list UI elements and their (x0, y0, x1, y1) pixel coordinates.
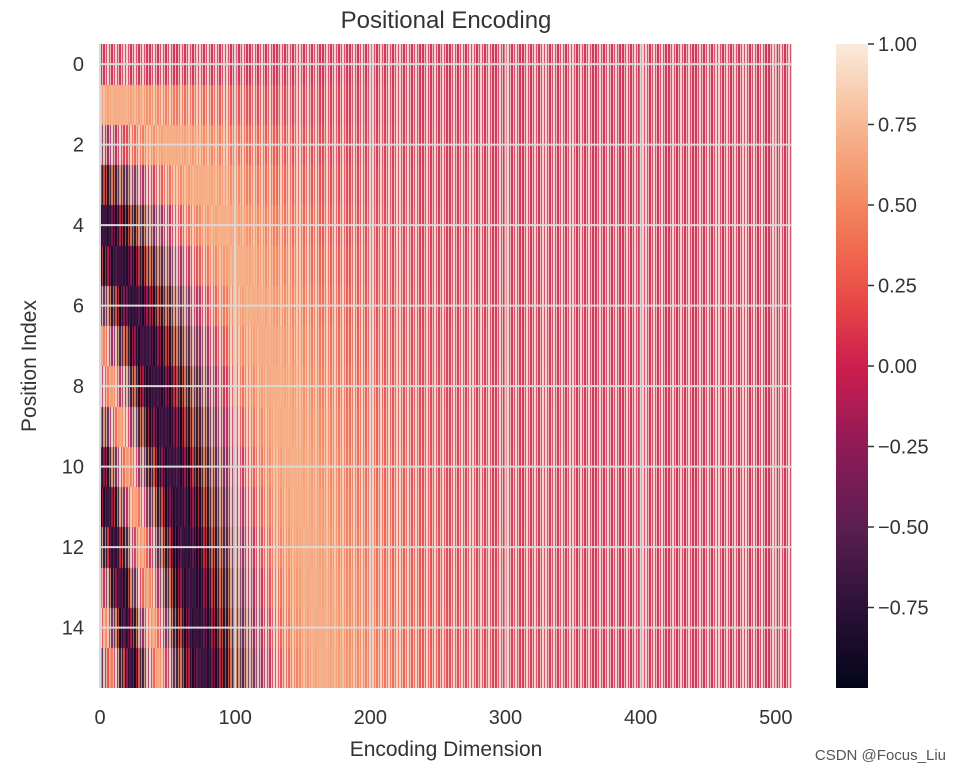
x-tick-label: 200 (354, 707, 387, 729)
y-tick-label: 10 (62, 457, 84, 479)
x-axis-label: Encoding Dimension (350, 738, 543, 761)
x-tick-label: 400 (624, 707, 657, 729)
colorbar-tick-label: 0.50 (878, 195, 917, 217)
x-tick-label: 300 (489, 707, 522, 729)
colorbar-gradient (836, 44, 868, 688)
y-axis-label: Position Index (18, 300, 41, 432)
colorbar-tick-label: −0.25 (878, 437, 929, 459)
grid-lines (99, 44, 792, 688)
y-tick-label: 4 (73, 215, 84, 237)
x-tick-label: 500 (759, 707, 792, 729)
colorbar-tick-label: −0.75 (878, 598, 929, 620)
colorbar-tick-label: 0.75 (878, 115, 917, 137)
x-tick-label: 100 (218, 707, 251, 729)
y-tick-label: 2 (73, 135, 84, 157)
plot-area (99, 44, 792, 688)
colorbar-ticks: 1.00 0.75 0.50 0.25 0.00 −0.25 −0.50 −0.75 (868, 34, 929, 620)
colorbar-tick-label: 1.00 (878, 34, 917, 56)
y-axis: 0 2 4 6 8 10 12 14 (62, 54, 84, 640)
chart-title: Positional Encoding (341, 7, 552, 34)
watermark: CSDN @Focus_Liu (814, 747, 946, 764)
heatmap-cells (100, 44, 792, 688)
x-axis: 0 100 200 300 400 500 (94, 707, 792, 729)
colorbar: 1.00 0.75 0.50 0.25 0.00 −0.25 −0.50 −0.75 (836, 34, 929, 688)
y-tick-label: 12 (62, 537, 84, 559)
y-tick-label: 6 (73, 296, 84, 318)
y-tick-label: 14 (62, 618, 84, 640)
colorbar-tick-label: −0.50 (878, 517, 929, 539)
y-tick-label: 0 (73, 54, 84, 76)
x-tick-label: 0 (94, 707, 105, 729)
colorbar-tick-label: 0.25 (878, 276, 917, 298)
y-tick-label: 8 (73, 376, 84, 398)
colorbar-tick-label: 0.00 (878, 356, 917, 378)
